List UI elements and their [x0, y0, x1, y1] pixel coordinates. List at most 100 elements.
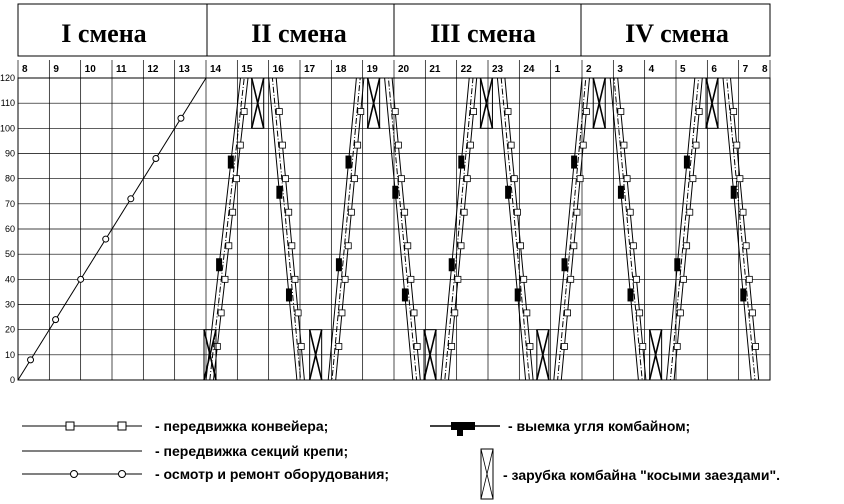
conveyor-marker: [351, 175, 358, 183]
conveyor-marker: [398, 175, 405, 183]
conveyor-marker: [404, 242, 412, 250]
notching-box: [592, 77, 606, 129]
combine-marker: [505, 185, 512, 199]
hour-tick-label: 8: [22, 64, 28, 75]
y-tick-label: 0: [10, 375, 15, 385]
conveyor-marker: [742, 242, 750, 250]
conveyor-marker: [561, 343, 568, 350]
plot-grid: [17, 60, 771, 381]
conveyor-marker: [413, 343, 421, 350]
legend-repair: - осмотр и ремонт оборудования;: [22, 466, 389, 482]
conveyor-marker: [582, 108, 590, 115]
combine-marker: [571, 155, 578, 169]
notching-diag: [648, 329, 663, 381]
conveyor-marker: [282, 175, 289, 183]
hour-tick-label: 20: [398, 64, 410, 75]
repair-marker: [102, 235, 110, 243]
conveyor-marker: [275, 108, 283, 115]
hour-tick-label: 5: [680, 64, 686, 75]
shift-header: I смена II смена III смена IV смена: [17, 3, 771, 57]
repair-marker: [77, 275, 85, 283]
hour-tick-label: 10: [85, 64, 97, 75]
conveyor-marker: [407, 275, 415, 283]
hour-tick-label: 7: [743, 64, 749, 75]
hour-tick-label: 22: [461, 64, 473, 75]
hour-tick-label: 4: [649, 64, 655, 75]
legend-supports-label: - передвижка секций крепи;: [155, 443, 348, 459]
hour-tick-label: 11: [116, 64, 127, 75]
repair-marker: [177, 114, 185, 122]
notching-box: [536, 329, 550, 381]
combine-marker: [458, 155, 465, 169]
conveyor-marker: [686, 208, 694, 216]
plot-series: [17, 77, 770, 381]
conveyor-marker: [225, 242, 233, 250]
legend-cutting-label: - выемка угля комбайном;: [508, 418, 690, 434]
y-tick-labels: 0 10 20 30 40 50 60 70 80 90 100 110 120: [0, 73, 15, 385]
conveyor-marker: [576, 175, 584, 183]
combine-marker: [514, 288, 521, 302]
repair-marker: [27, 356, 35, 364]
combine-marker: [730, 185, 737, 199]
conveyor-marker: [297, 343, 305, 350]
conveyor-marker: [410, 309, 418, 317]
y-tick-label: 80: [5, 174, 15, 184]
conveyor-marker: [695, 108, 703, 115]
combine-marker: [740, 288, 747, 302]
conveyor-marker: [510, 175, 518, 183]
conveyor-marker: [676, 309, 684, 317]
conveyor-marker: [236, 141, 244, 149]
conveyor-marker: [520, 275, 528, 283]
conveyor-marker: [633, 275, 640, 283]
conveyor-marker: [279, 141, 286, 149]
conveyor-marker: [683, 242, 691, 250]
conveyor-marker: [730, 108, 738, 115]
hour-tick-label: 18: [335, 64, 347, 75]
combine-marker: [448, 258, 455, 272]
combine-marker: [276, 185, 283, 199]
shift-2-label: II смена: [251, 19, 347, 48]
hour-tick-label: 21: [429, 64, 441, 75]
conveyor-marker: [680, 275, 687, 283]
y-tick-label: 20: [5, 325, 15, 335]
hour-tick-label: 23: [492, 64, 504, 75]
conveyor-marker: [517, 242, 524, 250]
notching-box: [649, 329, 663, 381]
hour-tick-label: 12: [147, 64, 159, 75]
y-tick-label: 30: [5, 300, 15, 310]
y-tick-label: 70: [5, 199, 15, 209]
notching-diag: [592, 77, 607, 129]
combine-marker: [227, 155, 234, 169]
notching-box: [251, 77, 265, 129]
legend-notching: - зарубка комбайна "косыми заездами".: [480, 448, 780, 500]
notching-box: [423, 329, 437, 381]
conveyor-marker: [567, 275, 575, 283]
legend-supports: - передвижка секций крепи;: [22, 443, 348, 459]
notching-diag: [366, 77, 381, 129]
conveyor-marker: [514, 208, 521, 216]
repair-line: [17, 77, 207, 381]
notching-box: [309, 329, 323, 381]
conveyor-marker: [229, 208, 237, 216]
combine-marker: [401, 288, 408, 302]
y-tick-label: 120: [0, 73, 15, 83]
conveyor-marker: [629, 242, 637, 250]
shift-4-label: IV смена: [625, 19, 729, 48]
conveyor-marker: [460, 208, 468, 216]
hour-tick-label: 9: [53, 64, 59, 75]
legend-conveyor-label: - передвижка конвейера;: [155, 418, 328, 434]
y-tick-label: 10: [5, 350, 15, 360]
conveyor-marker: [354, 141, 362, 149]
combine-marker-icon: [451, 422, 475, 430]
conveyor-marker: [344, 242, 352, 250]
conveyor-marker: [454, 275, 462, 283]
conveyor-marker: [523, 309, 531, 317]
notching-diag: [423, 329, 437, 381]
combine-marker: [674, 258, 681, 272]
conveyor-marker: [620, 141, 628, 149]
conveyor-marker: [335, 343, 343, 350]
conveyor-marker: [294, 309, 302, 317]
square-marker-icon: [65, 421, 75, 431]
combine-marker: [335, 258, 342, 272]
hour-tick-label: 19: [367, 64, 379, 75]
